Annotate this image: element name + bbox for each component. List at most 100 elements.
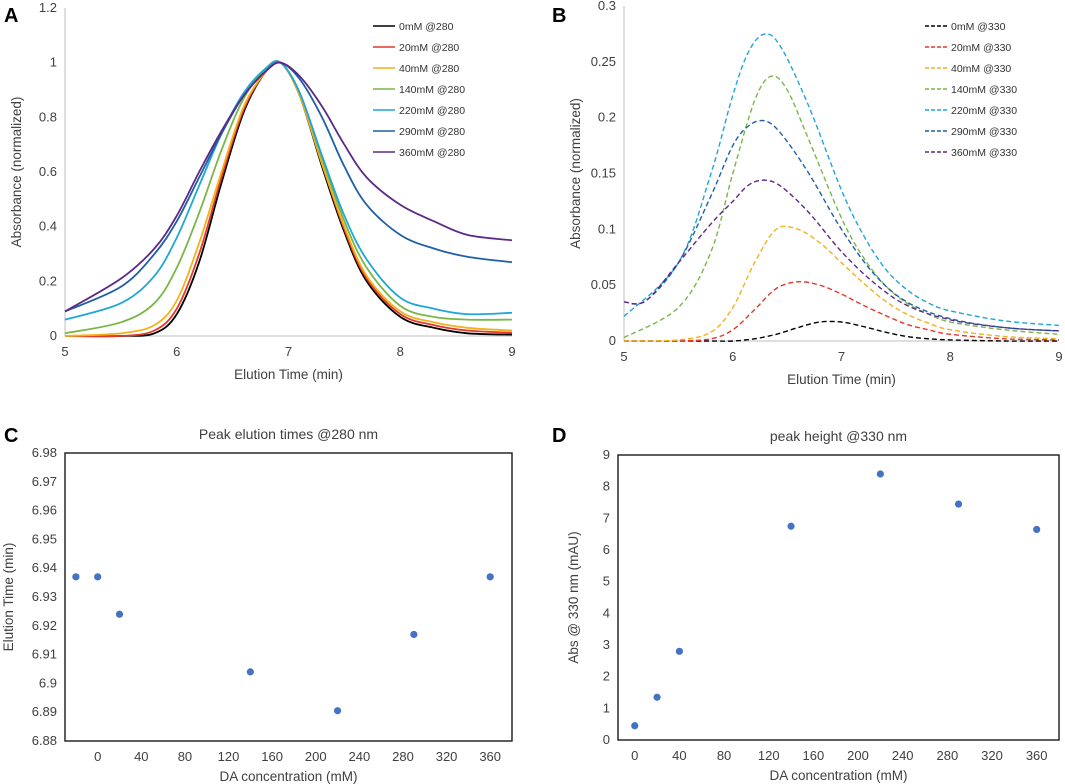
series-line-140mm-330	[623, 75, 1060, 339]
x-tick-label: 6	[729, 349, 736, 364]
x-tick-label: 120	[218, 749, 240, 764]
y-tick-label: 1	[50, 55, 57, 70]
y-tick-label: 6.9	[39, 675, 57, 690]
legend-label: 0mM @330	[951, 21, 1006, 33]
chart-b: 0 0.05 0.1 0.15 0.2 0.25 0.3 5 6 7 8 9 0mM @330 20mM …	[568, 0, 1063, 387]
y-axis-title: Abs @ 330 nm (mAU)	[566, 531, 581, 663]
series-line-20mm-330	[623, 281, 1060, 342]
y-tick-label: 1	[603, 700, 610, 715]
x-tick-label: 40	[672, 748, 686, 763]
y-tick-label: 6.92	[32, 618, 57, 633]
data-point	[333, 707, 342, 715]
y-tick-label: 6.89	[32, 704, 57, 719]
x-tick-label: 6	[173, 344, 180, 359]
x-tick-label: 320	[981, 748, 1003, 763]
plot-frame	[617, 454, 1060, 741]
y-tick-label: 0.1	[598, 221, 616, 236]
x-tick-label: 0	[631, 748, 638, 763]
panel-letter-a: A	[4, 5, 18, 27]
y-tick-label: 4	[603, 605, 610, 620]
data-point	[115, 610, 124, 618]
legend-label: 20mM @330	[951, 42, 1011, 54]
legend-label: 40mM @280	[399, 63, 459, 75]
data-point	[631, 722, 639, 730]
x-tick-label: 200	[305, 749, 327, 764]
series-line-40mm-330	[623, 225, 1060, 342]
series-line-360mm-280	[64, 61, 513, 313]
x-axis-title: DA concentration (mM)	[769, 768, 907, 783]
y-tick-label: 5	[603, 574, 610, 589]
x-tick-label: 40	[134, 749, 148, 764]
y-tick-label: 3	[603, 637, 610, 652]
legend-label: 360mM @280	[399, 147, 465, 159]
data-point	[410, 630, 418, 639]
x-tick-label: 120	[758, 748, 780, 763]
legend-label: 0mM @280	[399, 21, 454, 33]
legend-label: 20mM @280	[399, 42, 459, 54]
data-point	[653, 693, 661, 701]
x-tick-label: 240	[349, 749, 371, 764]
chart-a: 0 0.2 0.4 0.6 0.8 1 1.2 5 6 7 8 9 0mM @280 20mM @280 4…	[9, 0, 516, 382]
legend-label: 360mM @330	[951, 147, 1017, 159]
series-line-20mm-280	[64, 60, 513, 338]
y-axis-title: Absorbance (normalized)	[9, 97, 24, 248]
legend-label: 220mM @330	[951, 105, 1017, 117]
data-point	[787, 522, 795, 530]
series-line-220mm-280	[64, 60, 513, 321]
data-point	[954, 500, 963, 508]
data-point	[675, 647, 684, 655]
chart-title: Peak elution times @280 nm	[199, 426, 378, 442]
x-tick-label: 360	[479, 749, 501, 764]
y-tick-label: 7	[603, 510, 610, 525]
x-tick-label: 160	[803, 748, 825, 763]
y-axis-title: Elution Time (min)	[1, 543, 16, 652]
y-tick-label: 0.6	[39, 164, 57, 179]
x-tick-label: 280	[937, 748, 959, 763]
legend-label: 140mM @330	[951, 84, 1017, 96]
y-tick-label: 6.97	[32, 474, 57, 489]
legend-label: 140mM @280	[399, 84, 465, 96]
y-tick-label: 6.96	[32, 503, 57, 518]
panel-letter-d: D	[552, 425, 566, 447]
y-tick-label: 0.3	[598, 0, 616, 13]
x-axis-title: Elution Time (min)	[787, 372, 896, 387]
x-axis-title: DA concentration (mM)	[219, 769, 357, 784]
x-tick-label: 5	[61, 344, 68, 359]
legend-label: 290mM @280	[399, 126, 465, 138]
x-tick-label: 9	[1055, 349, 1062, 364]
y-tick-label: 0.8	[39, 109, 57, 124]
chart-d: peak height @330 nm 0 1 2 3 4 5 6 7 8 9 0 40 80 120 160…	[566, 428, 1060, 783]
y-tick-label: 1.2	[39, 0, 57, 15]
x-tick-label: 320	[436, 749, 458, 764]
x-tick-label: 7	[285, 344, 292, 359]
x-tick-label: 0	[94, 749, 101, 764]
x-tick-label: 7	[838, 349, 845, 364]
x-tick-label: 240	[892, 748, 914, 763]
panel-letter-c: C	[4, 425, 18, 447]
x-tick-label: 80	[717, 748, 731, 763]
data-point	[1033, 525, 1041, 534]
chart-title: peak height @330 nm	[770, 428, 907, 444]
legend-label: 40mM @330	[951, 63, 1011, 75]
x-tick-label: 5	[620, 349, 627, 364]
y-tick-label: 0.25	[591, 54, 616, 69]
y-tick-label: 0	[603, 732, 610, 747]
x-tick-label: 8	[397, 344, 404, 359]
legend-label: 220mM @280	[399, 105, 465, 117]
y-tick-label: 0.2	[598, 110, 616, 125]
y-tick-label: 0.15	[591, 166, 616, 181]
y-tick-label: 0	[609, 333, 616, 348]
x-tick-label: 200	[847, 748, 869, 763]
data-point	[876, 470, 884, 478]
series-line-290mm-280	[64, 61, 513, 313]
y-tick-label: 9	[603, 447, 610, 462]
y-axis-title: Absorbance (normalized)	[568, 98, 583, 249]
series-line-220mm-330	[623, 33, 1060, 327]
y-tick-label: 0.2	[39, 273, 57, 288]
x-tick-label: 9	[508, 344, 515, 359]
y-tick-label: 6.91	[32, 647, 57, 662]
series-line-0mm-330	[623, 320, 1060, 342]
legend-label: 290mM @330	[951, 126, 1017, 138]
y-tick-label: 2	[603, 669, 610, 684]
